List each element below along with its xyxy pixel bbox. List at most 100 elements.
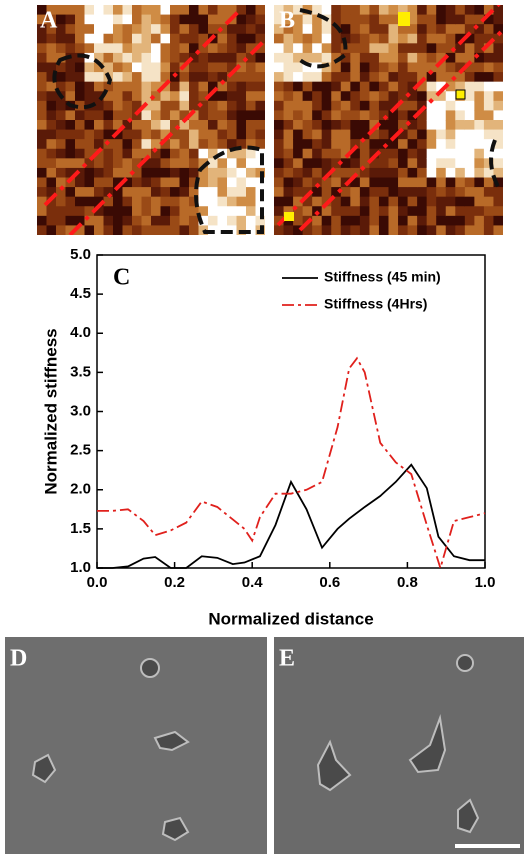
overlay-b — [276, 5, 503, 232]
heatmap-pixel — [103, 177, 114, 188]
heatmap-pixel — [198, 148, 209, 159]
heatmap-pixel — [455, 177, 466, 188]
heatmap-pixel — [417, 187, 428, 198]
heatmap-pixel — [388, 100, 399, 112]
heatmap-pixel — [398, 177, 409, 188]
heatmap-pixel — [113, 52, 124, 64]
heatmap-pixel — [160, 43, 171, 54]
heatmap-pixel — [65, 110, 76, 121]
heatmap-pixel — [283, 139, 294, 150]
heatmap-pixel — [321, 43, 332, 54]
heatmap-pixel — [217, 120, 228, 131]
heatmap-pixel — [227, 100, 238, 112]
heatmap-pixel — [359, 129, 371, 140]
heatmap-pixel — [417, 62, 428, 73]
heatmap-pixel — [398, 5, 409, 16]
heatmap-pixel — [474, 196, 485, 207]
y-tick-label: 3.0 — [70, 402, 91, 419]
heatmap-pixel — [474, 100, 485, 112]
heatmap-pixel — [331, 91, 342, 102]
heatmap-pixel — [179, 52, 190, 64]
heatmap-pixel — [445, 43, 456, 54]
heatmap-pixel — [198, 100, 209, 112]
y-tick-label: 1.0 — [70, 559, 91, 576]
heatmap-pixel — [274, 120, 285, 131]
heatmap-pixel — [464, 24, 475, 35]
heatmap-pixel — [179, 43, 190, 54]
heatmap-pixel — [359, 177, 371, 188]
heatmap-pixel — [359, 24, 371, 35]
heatmap-pixel — [398, 215, 409, 227]
heatmap-pixel — [483, 72, 495, 83]
heatmap-pixel — [331, 139, 342, 150]
heatmap-pixel — [227, 120, 238, 131]
heatmap-pixel — [65, 91, 76, 102]
cell — [316, 739, 352, 792]
heatmap-pixel — [398, 43, 409, 54]
heatmap-pixel — [321, 62, 332, 73]
heatmap-pixel — [436, 43, 447, 54]
heatmap-pixel — [151, 24, 162, 35]
heatmap-pixel — [227, 206, 238, 217]
heatmap-pixel — [208, 62, 219, 73]
heatmap-pixel — [417, 120, 428, 131]
heatmap-pixel — [274, 62, 285, 73]
heatmap-pixel — [436, 206, 447, 217]
heatmap-pixel — [227, 5, 238, 16]
heatmap-pixel — [293, 33, 304, 44]
heatmap-pixel — [398, 110, 409, 121]
heatmap-pixel — [189, 206, 200, 217]
heatmap-pixel — [436, 167, 447, 179]
heatmap-pixel — [84, 14, 95, 25]
heatmap-pixel — [483, 52, 495, 64]
heatmap-pixel — [75, 33, 86, 44]
heatmap-pixel — [65, 5, 76, 16]
heatmap-pixel — [455, 187, 466, 198]
heatmap-pixel — [445, 5, 456, 16]
heatmap-pixel — [189, 91, 200, 102]
heatmap-pixel — [198, 91, 209, 102]
heatmap-pixel — [170, 187, 181, 198]
heatmap-pixel — [179, 215, 190, 227]
cell — [456, 654, 474, 672]
heatmap-pixel — [445, 187, 456, 198]
y-tick-label: 4.0 — [70, 324, 91, 341]
x-tick-label: 0.4 — [242, 574, 264, 591]
heatmap-pixel — [312, 167, 323, 179]
heatmap-pixel — [84, 43, 95, 54]
heatmap-pixel — [75, 110, 86, 121]
heatmap-pixel — [388, 196, 399, 207]
heatmap-pixel — [426, 225, 437, 235]
heatmap-pixel — [312, 215, 323, 227]
heatmap-pixel — [37, 110, 48, 121]
heatmap-pixel — [56, 43, 67, 54]
heatmap-pixel — [302, 33, 313, 44]
heatmap-pixel — [445, 62, 456, 73]
heatmap-pixel — [236, 139, 247, 150]
heatmap-pixel — [103, 100, 114, 112]
heatmap-pixel — [455, 72, 466, 83]
heatmap-pixel — [474, 215, 485, 227]
heatmap-pixel — [217, 52, 228, 64]
heatmap-pixel — [283, 110, 294, 121]
heatmap-pixel — [426, 187, 437, 198]
heatmap-pixel — [312, 72, 323, 83]
heatmap-pixel — [369, 177, 380, 188]
heatmap-pixel — [170, 5, 181, 16]
heatmap-pixel — [417, 91, 428, 102]
heatmap-pixel — [198, 167, 209, 179]
heatmap-pixel — [217, 91, 228, 102]
heatmap-pixel — [132, 52, 143, 64]
heatmap-pixel — [302, 110, 313, 121]
heatmap-pixel — [417, 33, 428, 44]
heatmap-pixel — [426, 148, 437, 159]
heatmap-pixel — [388, 81, 399, 92]
cell — [161, 816, 190, 842]
heatmap-pixel — [483, 24, 495, 35]
heatmap-pixel — [369, 196, 380, 207]
heatmap-pixel — [160, 148, 171, 159]
heatmap-pixel — [75, 52, 86, 64]
heatmap-pixel — [274, 52, 285, 64]
heatmap-pixel — [388, 62, 399, 73]
heatmap-pixel — [208, 215, 219, 227]
